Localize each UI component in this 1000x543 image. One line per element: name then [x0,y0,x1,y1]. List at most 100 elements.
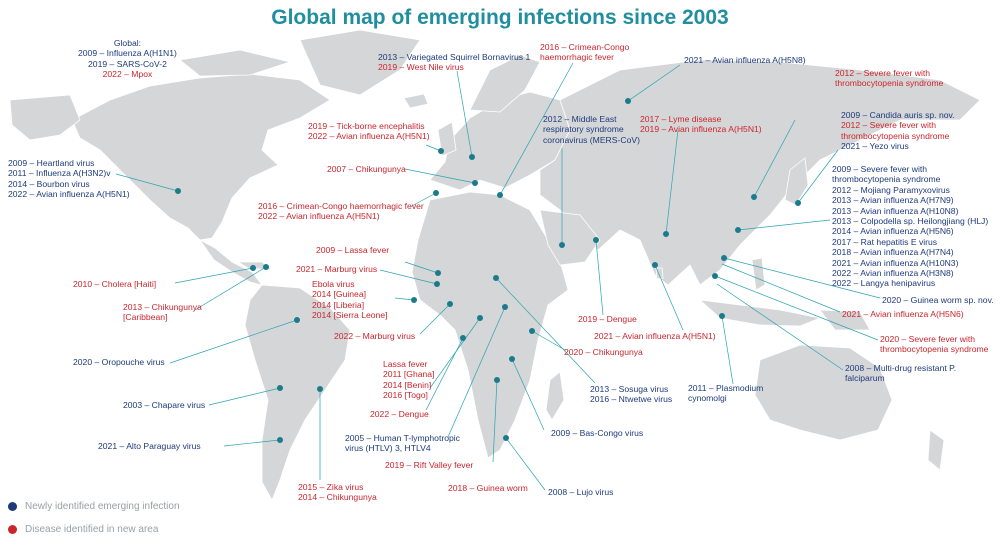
marker [503,435,509,441]
marker [559,242,565,248]
leader-line [379,269,438,285]
annotation-line: 2014 [Guinea] [312,289,366,300]
annotation-line: 2016 [Togo] [383,390,428,401]
africa [411,191,569,459]
annotation-line: 2009 – Lassa fever [316,245,390,255]
marker [735,227,741,233]
leader-line [505,437,546,491]
annotation-line: respiratory syndrome [543,124,624,135]
marker [652,262,658,268]
uk [437,121,457,157]
leader-line [665,129,679,235]
annotation-line: 2014 [Sierra Leone] [312,310,388,321]
leader-line [737,219,831,231]
annotation-line: 2003 – Chapare virus [123,400,206,410]
legend-dot-icon [8,502,17,511]
leader-line [492,379,498,463]
label-guinea-worm-2018: 2018 – Guinea worm [448,483,528,493]
leader-line [714,275,879,341]
annotation-line: 2015 – Zika virus [298,482,364,492]
alaska [9,94,81,141]
marker [497,192,503,198]
label-lassa-2009: 2009 – Lassa fever [316,245,389,255]
label-htlv: 2005 – Human T-lymphotropic virus (HTLV) … [345,433,460,454]
leader-line [511,358,545,431]
leader-line [174,267,254,284]
marker [438,148,444,154]
marker [721,255,727,261]
landmasses [9,29,981,501]
annotation-line: Lassa fever [383,359,428,369]
greenland [299,29,421,96]
annotation-line: 2017 – Rat hepatitis E virus [832,236,938,247]
marker [434,281,440,287]
annotation-line: virus (HTLV) 3, HTLV4 [345,443,431,454]
label-tbe: 2019 – Tick-borne encephalitis 2022 – Avi… [308,121,430,142]
label-chik-2020: 2020 – Chikungunya [564,347,643,357]
marker [250,265,256,271]
marker [447,301,453,307]
annotation-line: 2014 – Chikungunya [298,492,377,503]
annotation-line: [Caribbean] [123,312,168,323]
annotation-line: 2020 – Chikungunya [564,347,643,357]
annotation-line: 2019 – Tick-borne encephalitis [308,121,425,131]
marker [472,180,478,186]
annotation-line: 2021 – Alto Paraguay virus [98,441,201,451]
marker [719,313,725,319]
label-lujo: 2008 – Lujo virus [548,487,613,497]
annotation-line: haemorrhagic fever [540,52,615,63]
annotation-line: falciparum [845,373,885,384]
annotation-line: 2005 – Human T-lymphotropic [345,433,460,443]
annotation-line: 2019 – Dengue [578,314,637,324]
annotation-line: 2022 – Avian influenza A(H3N8) [832,268,954,279]
annotation-line: 2007 – Chikungunya [327,164,406,174]
marker [712,273,718,279]
annotation-line: 2013 – Avian influenza A(H7N9) [832,195,954,206]
leader-line [723,257,881,299]
label-caribbean: 2013 – Chikungunya [Caribbean] [123,302,202,323]
annotation-line: 2022 – Avian influenza A(H5N1) [8,189,130,200]
leader-line [721,315,734,385]
legend-label: Disease identified in new area [25,524,159,535]
leader-line [447,306,506,438]
annotation-line: 2014 [Liberia] [312,299,365,310]
annotation-line: 2009 – Heartland virus [8,158,95,168]
marker [469,154,475,160]
leader-line [753,119,796,198]
annotation-line: 2013 – Avian influenza A(H10N8) [832,205,959,216]
marker [277,385,283,391]
marker [509,356,515,362]
leader-line [404,261,439,274]
annotation-line: 2021 – Yezo virus [841,141,909,152]
arctic-islands [179,49,292,77]
leader-line [194,266,267,311]
scandinavia [469,54,541,113]
annotation-line: 2016 – Crimean-Congo haemorrhagic fever [258,201,424,211]
annotation-line: 2013 – Chikungunya [123,302,202,312]
leader-line [419,303,451,335]
annotation-line: 2022 – Avian influenza A(H5N1) [308,131,430,142]
new-zealand [927,429,945,471]
label-china: 2009 – Severe fever with thrombocytopenia… [832,164,988,289]
leader-line [627,64,681,102]
south-america [244,284,351,501]
asia [539,59,981,286]
annotation-line: coronavirus (MERS-CoV) [543,134,640,145]
annotation-line: 2008 – Lujo virus [548,487,614,497]
leader-line [223,439,281,447]
label-alto-paraguay: 2021 – Alto Paraguay virus [98,441,201,451]
marker [529,328,535,334]
label-lassa: Lassa fever 2011 [Ghana] 2014 [Benin] 2016 … [383,359,434,401]
leader-line [721,263,841,313]
label-marburg-2022: 2022 – Marburg virus [334,331,415,341]
annotation-line: 2011 [Ghana] [383,369,435,380]
label-usa: 2009 – Heartland virus 2011 – Influenza A… [8,158,130,200]
label-rvf: 2019 – Rift Valley fever [385,460,473,470]
marker [277,437,283,443]
annotation-line: 2013 – Variegated Squirrel Bornavirus 1 [378,52,531,62]
annotation-line: 2009 – Influenza A(H1N1) [78,48,177,59]
annotation-line: 2016 – Crimean-Congo [540,42,630,52]
label-h5n1-india: 2021 – Avian influenza A(H5N1) [594,331,716,341]
marker [411,297,417,303]
